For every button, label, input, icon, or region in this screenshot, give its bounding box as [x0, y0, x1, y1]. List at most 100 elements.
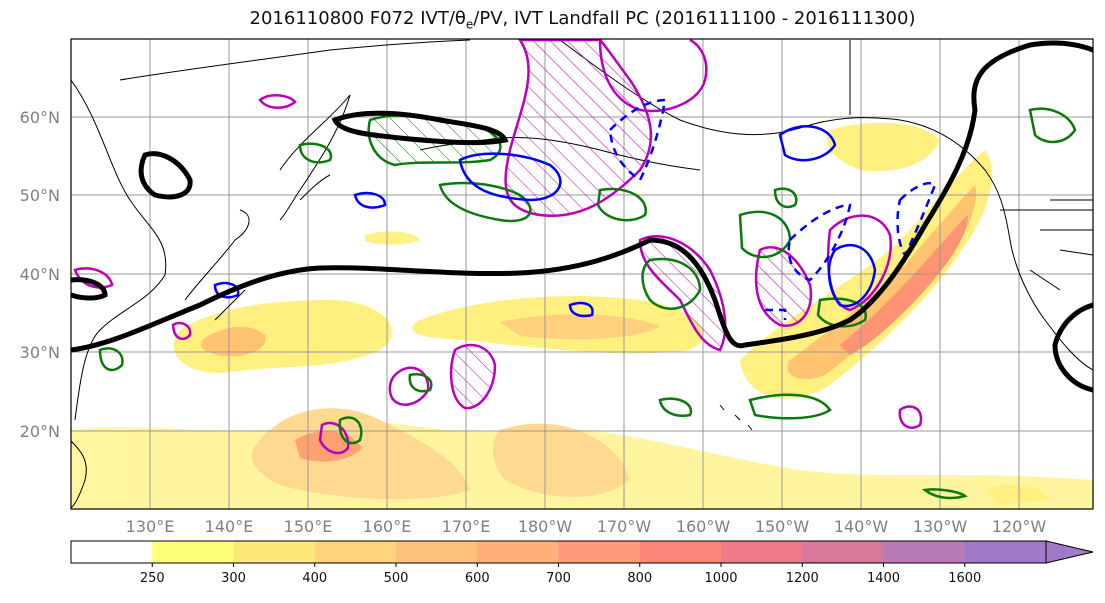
theta-e-south-2: [748, 393, 832, 420]
colorbar-segment: [396, 541, 478, 563]
theta-e-far-ne: [1028, 107, 1077, 144]
blue-small-3: [213, 281, 240, 299]
ivt-south-blob-2: [493, 423, 630, 497]
lon-label-140w: 140°W: [834, 517, 889, 536]
philippines: [71, 440, 87, 509]
alaska-coast: [559, 39, 1093, 371]
map-border: [70, 38, 1094, 510]
lat-label-40: 40°N: [20, 265, 60, 284]
ivt-central-core: [500, 314, 660, 340]
colorbar-tick-label: 800: [627, 571, 652, 586]
theta-e-aleutian: [438, 181, 532, 223]
colorbar-segment: [233, 541, 316, 563]
hawaii: [719, 404, 753, 431]
theta-e-ne-1: [641, 257, 702, 310]
lon-label-140e: 140°E: [205, 517, 254, 536]
okhotsk-coast: [119, 39, 471, 81]
colorbar-tick-label: 1600: [948, 571, 981, 586]
colorbar-segment: [721, 541, 803, 563]
colorbar-segment: [477, 541, 559, 563]
pv-small-4: [171, 321, 192, 341]
colorbar-segment: [883, 541, 966, 563]
lon-label-160e: 160°E: [363, 517, 412, 536]
lon-label-170w: 170°W: [597, 517, 652, 536]
ivt-small-2: [985, 484, 1050, 505]
map-panel: [71, 39, 1093, 509]
colorbar-tick-label: 500: [384, 571, 409, 586]
ivt-ar-core: [840, 215, 968, 355]
jet-aleutian-cutoff: [331, 110, 509, 146]
lon-label-150e: 150°E: [284, 517, 333, 536]
jet-west-edge: [71, 277, 108, 301]
lat-label-20: 20°N: [20, 422, 60, 441]
colorbar-segment: [314, 541, 397, 563]
jet-main-contour: [71, 40, 1093, 353]
pv-subtropical-1: [449, 343, 497, 410]
colorbar-tick-label: 600: [465, 571, 490, 586]
colorbar-segments: [71, 541, 1047, 563]
colorbar-segment: [558, 541, 641, 563]
pv-cutoff-low: [754, 246, 813, 328]
blue-aleutian-low: [458, 152, 562, 202]
lon-label-160w: 160°W: [676, 517, 731, 536]
theta-e-sub-2: [921, 488, 968, 500]
lon-labels: 130°E 140°E 150°E 160°E 170°E 180°W 170°…: [126, 517, 1047, 536]
colorbar-tick-label: 1400: [867, 571, 900, 586]
ivt-west-pacific-core: [201, 326, 266, 357]
pv-northern-trough: [504, 39, 653, 218]
ivt-small-1: [365, 231, 420, 245]
lat-label-30: 30°N: [20, 343, 60, 362]
colorbar-tick-label: 1000: [704, 571, 737, 586]
blue-contours: [213, 98, 937, 320]
colorbar-extend-arrow: [1045, 540, 1094, 564]
ivt-gulf-alaska: [826, 122, 940, 172]
pv-small-1: [258, 94, 297, 109]
lon-label-120w: 120°W: [992, 517, 1047, 536]
colorbar-segment: [802, 541, 884, 563]
pv-ne-pacific-trough: [638, 235, 727, 352]
lon-label-130w: 130°W: [913, 517, 968, 536]
ivt-ar-mid: [787, 185, 976, 380]
lon-label-170e: 170°E: [442, 517, 491, 536]
colorbar: 250 300 400 500 600 700 800 1000 1200 1400 1600: [70, 540, 1094, 586]
theta-e-w-2: [298, 142, 333, 164]
pv-small-2: [318, 421, 350, 455]
blue-cutoff: [827, 243, 877, 308]
lat-labels: 60°N 50°N 40°N 30°N 20°N: [20, 108, 60, 441]
blue-alaska-dashed: [608, 98, 667, 182]
theta-e-central-1: [596, 187, 647, 222]
colorbar-ticks: 250 300 400 500 600 700 800 1000 1200 1400 1600: [140, 563, 981, 586]
blue-small-1: [353, 191, 387, 209]
pv-contours: [73, 39, 923, 455]
colorbar-tick-label: 1200: [786, 571, 819, 586]
colorbar-segment: [639, 541, 722, 563]
pv-small-3: [898, 405, 923, 429]
colorbar-segment: [71, 541, 153, 563]
theta-e-gulf: [773, 187, 798, 209]
theta-e-ne-2: [738, 210, 792, 259]
theta-e-sub-1: [408, 373, 433, 393]
jet-contours: [71, 40, 1093, 393]
blue-small-2: [568, 301, 594, 318]
theta-e-w-1: [98, 347, 124, 372]
japan: [184, 209, 250, 321]
blue-ar-dashed: [896, 181, 937, 258]
theta-e-south-3: [658, 397, 693, 417]
colorbar-tick-label: 700: [546, 571, 571, 586]
lat-label-60: 60°N: [20, 108, 60, 127]
figure-title: 2016110800 F072 IVT/θe/PV, IVT Landfall …: [249, 8, 916, 32]
colorbar-tick-label: 400: [302, 571, 327, 586]
jet-siberia-closed: [138, 151, 193, 200]
colorbar-segment: [964, 541, 1047, 563]
canada-border: [849, 40, 1093, 201]
colorbar-tick-label: 250: [140, 571, 165, 586]
pv-subtropical-2: [388, 366, 430, 406]
pv-alaska-lobe: [598, 39, 708, 113]
lat-label-50: 50°N: [20, 186, 60, 205]
lon-label-180w: 180°W: [518, 517, 573, 536]
jet-california: [1052, 302, 1093, 393]
theta-e-south-1: [338, 416, 363, 445]
us-states: [1000, 209, 1093, 291]
kamchatka: [279, 94, 351, 221]
